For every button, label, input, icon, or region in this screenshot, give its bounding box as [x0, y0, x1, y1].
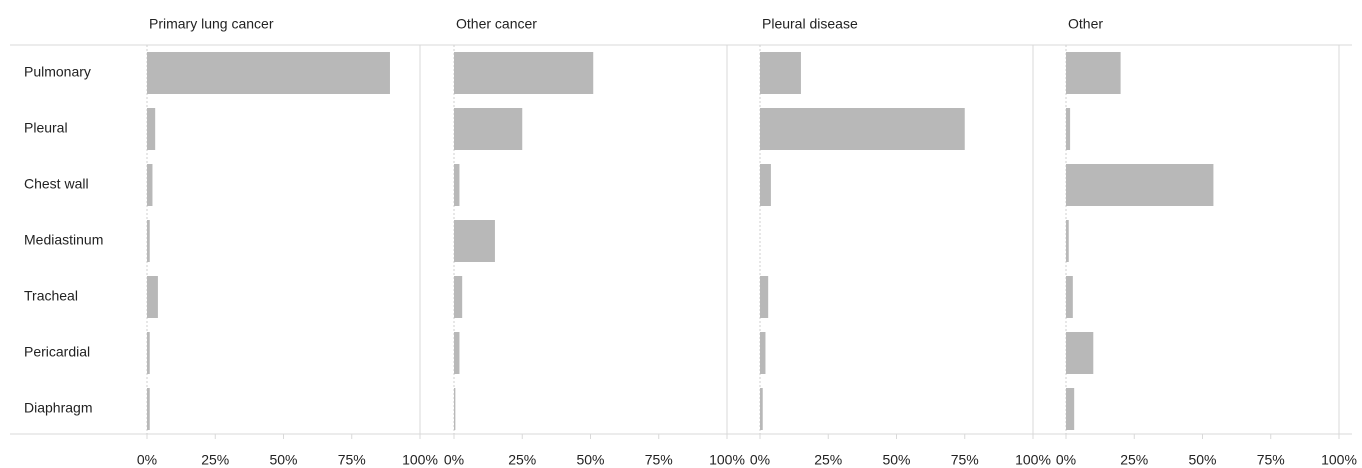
x-tick-label: 50%	[576, 452, 604, 468]
bar	[1066, 276, 1073, 318]
chart-text: Primary lung cancer 0% 25% 50% 75% 100% Other …	[24, 16, 1357, 468]
category-label: Pleural	[24, 120, 68, 136]
x-tick-label: 100%	[402, 452, 438, 468]
x-tick-label: 75%	[645, 452, 673, 468]
category-label: Mediastinum	[24, 232, 103, 248]
bar	[454, 108, 523, 150]
category-label: Pericardial	[24, 344, 90, 360]
bar	[1066, 388, 1075, 430]
bar	[147, 108, 156, 150]
category-label: Pulmonary	[24, 64, 91, 80]
x-tick-label: 50%	[882, 452, 910, 468]
bar	[760, 332, 766, 374]
x-tick-label: 25%	[201, 452, 229, 468]
bar	[454, 332, 460, 374]
x-tick-label: 75%	[951, 452, 979, 468]
x-tick-label: 0%	[1056, 452, 1076, 468]
bar	[760, 388, 763, 430]
x-tick-label: 100%	[1015, 452, 1051, 468]
x-tick-label: 50%	[269, 452, 297, 468]
bar	[147, 332, 150, 374]
chart-bars	[147, 52, 1214, 430]
chart-frame	[10, 44, 1352, 439]
x-tick-label: 50%	[1188, 452, 1216, 468]
bar	[1066, 164, 1214, 206]
panel-title: Other cancer	[456, 16, 537, 32]
x-tick-label: 0%	[444, 452, 464, 468]
bar	[147, 164, 153, 206]
x-tick-label: 0%	[750, 452, 770, 468]
bar	[1066, 52, 1121, 94]
x-tick-label: 25%	[1120, 452, 1148, 468]
x-tick-label: 100%	[1321, 452, 1357, 468]
x-tick-label: 25%	[508, 452, 536, 468]
category-label: Chest wall	[24, 176, 89, 192]
panel-title: Pleural disease	[762, 16, 858, 32]
bar	[1066, 332, 1094, 374]
bar	[760, 164, 771, 206]
bar	[147, 276, 158, 318]
bar	[147, 220, 150, 262]
bar	[760, 108, 965, 150]
x-tick-label: 75%	[338, 452, 366, 468]
panel-title: Primary lung cancer	[149, 16, 274, 32]
x-tick-label: 25%	[814, 452, 842, 468]
bar	[147, 388, 150, 430]
bar	[454, 52, 594, 94]
bar	[760, 52, 801, 94]
x-tick-label: 100%	[709, 452, 745, 468]
x-tick-label: 0%	[137, 452, 157, 468]
bar	[760, 276, 769, 318]
bar	[454, 276, 463, 318]
bar	[1066, 108, 1071, 150]
panel-title: Other	[1068, 16, 1103, 32]
category-label: Tracheal	[24, 288, 78, 304]
bar	[454, 164, 460, 206]
x-tick-label: 75%	[1257, 452, 1285, 468]
bar	[147, 52, 390, 94]
bar	[454, 388, 456, 430]
bar	[454, 220, 495, 262]
category-label: Diaphragm	[24, 400, 92, 416]
bar	[1066, 220, 1069, 262]
